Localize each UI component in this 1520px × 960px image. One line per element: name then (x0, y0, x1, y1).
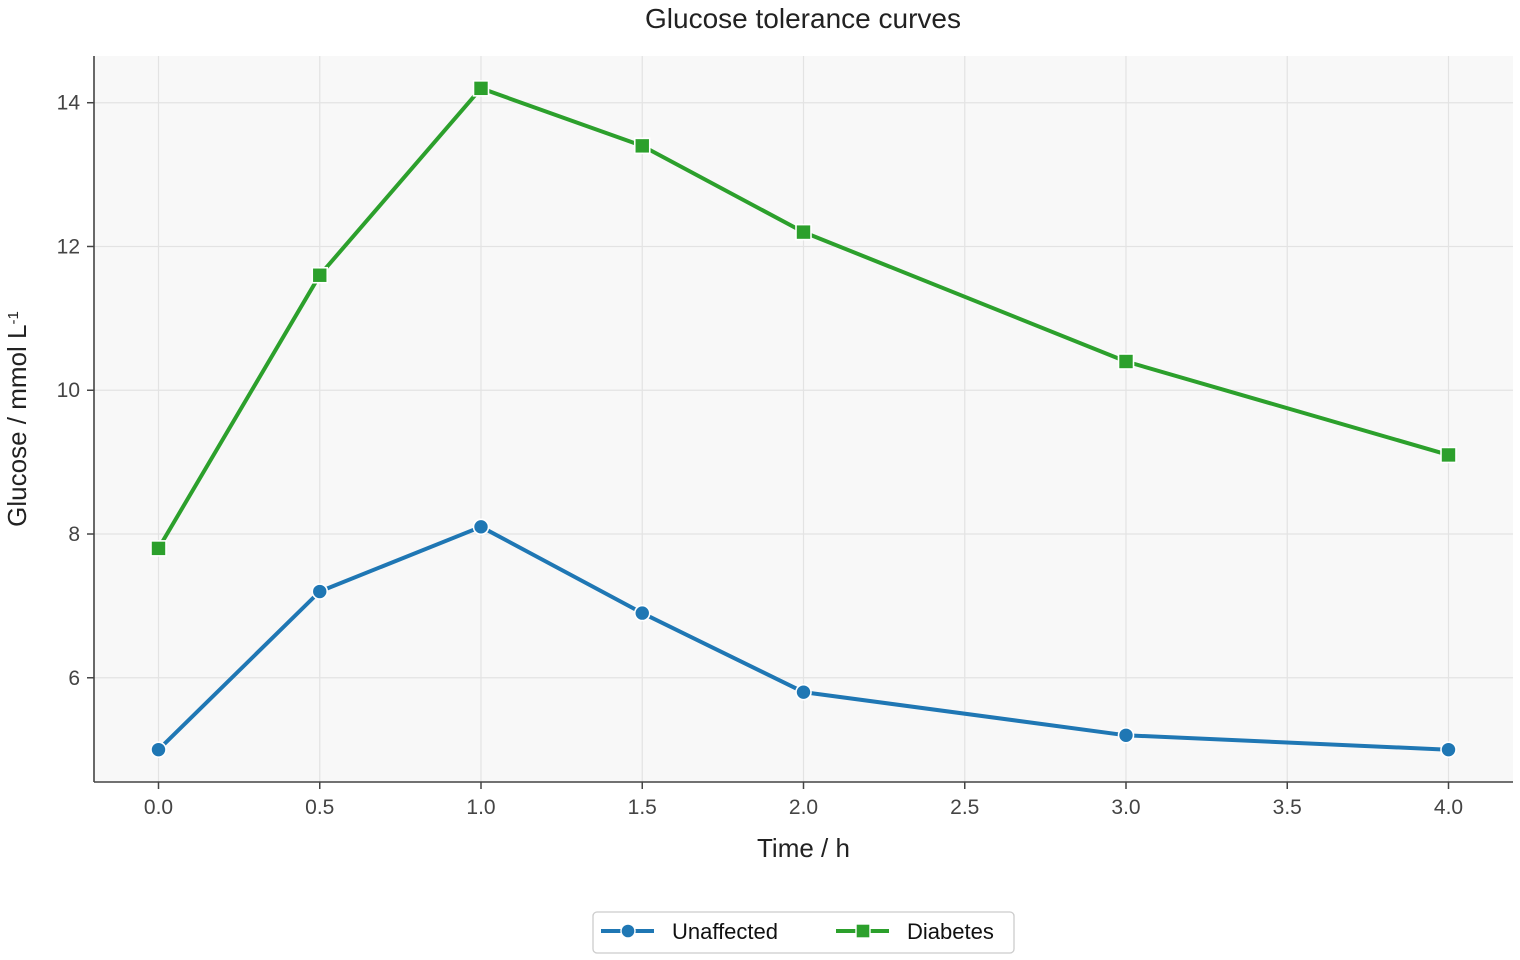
data-point (795, 683, 812, 701)
legend: Unaffected Diabetes (592, 911, 1015, 954)
x-tick-label: 3.5 (1273, 796, 1302, 819)
legend-label: Diabetes (907, 919, 994, 944)
y-tick-label: 12 (57, 235, 80, 258)
axes: 0.0 0.5 1.0 1.5 2.0 2.5 3.0 3.5 4.0 6 8 10 12 14 (57, 56, 1513, 819)
y-tick-label: 14 (57, 92, 81, 115)
legend-marker (855, 923, 871, 939)
x-tick-label: 0.5 (305, 796, 334, 819)
data-point (633, 137, 651, 155)
series-diabetes (150, 80, 1457, 557)
x-tick-label: 1.5 (628, 796, 657, 819)
y-axis-title: Glucose / mmol L-1 (2, 311, 32, 527)
x-tick-label: 2.5 (950, 796, 979, 819)
legend-item-diabetes: Diabetes (836, 919, 994, 944)
x-tick-label: 0.0 (144, 796, 173, 819)
data-point (1440, 741, 1457, 758)
data-point (472, 80, 490, 97)
y-tick-label: 8 (68, 523, 80, 546)
y-tick-label: 6 (68, 667, 80, 690)
data-point (1117, 353, 1135, 370)
legend-item-unaffected: Unaffected (601, 919, 778, 944)
data-point (1440, 446, 1457, 464)
legend-label: Unaffected (672, 919, 778, 944)
legend-marker (620, 923, 636, 939)
grid (94, 56, 1513, 782)
chart-title: Glucose tolerance curves (645, 3, 961, 34)
data-point (311, 266, 329, 284)
data-point (311, 583, 329, 600)
data-point (633, 604, 651, 622)
x-tick-label: 2.0 (789, 796, 818, 819)
data-point (150, 540, 167, 557)
data-point (150, 741, 167, 758)
series-unaffected (150, 518, 1457, 758)
y-axis-title-main: Glucose / mmol L (2, 325, 32, 527)
y-axis-title-superscript: -1 (5, 311, 22, 324)
x-tick-label: 4.0 (1434, 796, 1463, 819)
y-tick-label: 10 (57, 379, 80, 402)
series-layer (150, 80, 1457, 758)
x-tick-label: 1.0 (466, 796, 495, 819)
x-tick-label: 3.0 (1111, 796, 1140, 819)
legend-box (592, 911, 1015, 954)
data-point (795, 223, 812, 241)
data-point (1117, 726, 1135, 744)
x-axis-title: Time / h (757, 833, 850, 863)
data-point (472, 518, 490, 536)
